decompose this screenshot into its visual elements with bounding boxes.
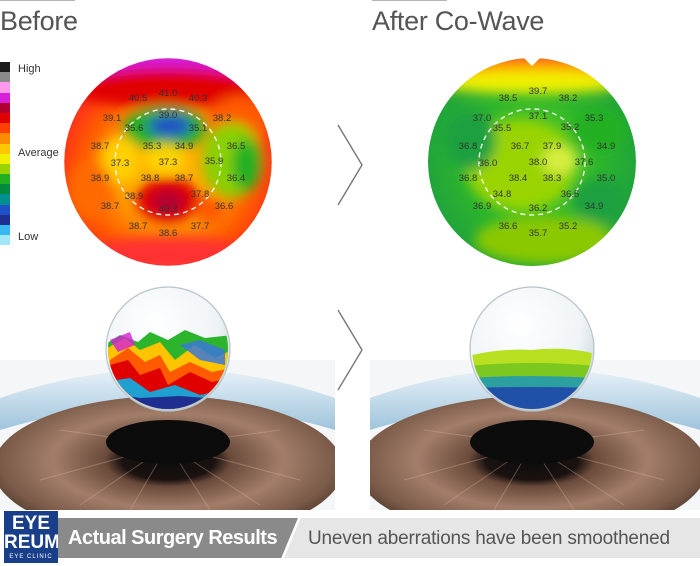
- scale-swatch: [0, 112, 10, 124]
- scale-swatch: [0, 72, 10, 83]
- before-reading: 36.6: [215, 201, 234, 212]
- chevron-right-icon: [337, 309, 363, 391]
- after-reading: 36.8: [459, 173, 478, 184]
- logo-line-1: EYE: [11, 513, 51, 534]
- after-reading: 35.3: [585, 113, 604, 124]
- before-reading: 38.7: [91, 141, 110, 152]
- after-reading: 36.6: [499, 221, 518, 232]
- illustration-canvas: 41.0 40.5 40.3 39.1 38.2 39.0 35.6 35.1 38.7 35.3…: [0, 57, 700, 510]
- after-reading: 38.3: [543, 173, 562, 184]
- scale-swatch: [0, 62, 10, 73]
- before-reading: 36.5: [227, 141, 246, 152]
- after-reading: 36.2: [529, 203, 548, 214]
- before-reading: 37.3: [111, 158, 130, 169]
- scale-label-high: High: [18, 63, 41, 75]
- scale-swatch: [0, 174, 10, 185]
- before-reading: 37.8: [191, 189, 210, 200]
- scale-label-average: Average: [18, 147, 59, 159]
- before-reading: 37.3: [159, 157, 178, 168]
- before-reading: 40.5: [129, 93, 148, 104]
- before-reading: 37.7: [191, 221, 210, 232]
- scale-swatch: [0, 214, 10, 225]
- before-reading: 35.3: [143, 141, 162, 152]
- after-heading: After Co-Wave: [372, 6, 545, 36]
- before-reading: 39.0: [159, 110, 178, 121]
- before-reading: 35.6: [125, 123, 144, 134]
- logo-line-3: EYE CLINIC: [9, 554, 53, 560]
- scale-swatch: [0, 194, 10, 205]
- after-reading: 35.5: [493, 123, 512, 134]
- before-topography-map: [64, 58, 272, 266]
- scale-swatch: [0, 92, 10, 103]
- before-reading: 40.3: [189, 93, 208, 104]
- before-reading: 38.7: [129, 221, 148, 232]
- scale-swatch: [0, 225, 10, 236]
- scale-swatch: [0, 163, 10, 175]
- after-reading: 35.2: [561, 122, 580, 133]
- before-reading: 38.7: [175, 173, 194, 184]
- before-reading: 35.9: [205, 156, 224, 167]
- before-lens-3d-aberration: [105, 286, 231, 412]
- after-lens-3d-smooth: [469, 286, 595, 412]
- scale-swatch: [0, 102, 10, 113]
- after-reading: 34.9: [597, 141, 616, 152]
- after-reading: 37.9: [543, 141, 562, 152]
- before-reading: 38.8: [141, 173, 160, 184]
- scale-swatch: [0, 153, 10, 164]
- after-reading: 38.4: [509, 173, 528, 184]
- scale-swatch: [0, 235, 10, 246]
- after-reading: 37.0: [473, 113, 492, 124]
- after-reading: 35.0: [597, 173, 616, 184]
- before-heading: Before: [0, 6, 78, 36]
- after-reading: 36.0: [479, 158, 498, 169]
- before-reading: 39.1: [103, 113, 122, 124]
- footer-banner: EYE REUM EYE CLINIC Actual Surgery Resul…: [0, 510, 700, 566]
- before-readings: 41.0 40.5 40.3 39.1 38.2 39.0 35.6 35.1 38.7 35.3…: [91, 88, 246, 239]
- scale-swatch: [0, 184, 10, 195]
- before-reading: 38.9: [91, 173, 110, 184]
- banner-caption-box: Uneven aberrations have been smoothened: [284, 518, 700, 558]
- chevron-right-icon: [337, 124, 363, 206]
- after-reading: 38.0: [529, 157, 548, 168]
- eyereum-logo: EYE REUM EYE CLINIC: [4, 511, 60, 563]
- before-reading: 36.4: [227, 173, 246, 184]
- before-reading: 38.2: [213, 113, 232, 124]
- banner-title: Actual Surgery Results: [68, 527, 278, 549]
- after-reading: 37.1: [529, 111, 548, 122]
- banner-caption: Uneven aberrations have been smoothened: [308, 528, 670, 549]
- after-reading: 35.7: [529, 228, 548, 239]
- after-reading: 36.5: [561, 189, 580, 200]
- scale-swatch: [0, 133, 10, 144]
- after-reading: 38.5: [499, 93, 518, 104]
- after-reading: 39.7: [529, 86, 548, 97]
- before-eye-illustration: [0, 360, 335, 510]
- after-reading: 36.7: [511, 141, 530, 152]
- before-reading: 38.9: [125, 191, 144, 202]
- heading-rule-after: [372, 0, 447, 1]
- before-reading: 41.0: [159, 88, 178, 99]
- before-reading: 34.9: [175, 141, 194, 152]
- before-reading: 35.1: [189, 123, 208, 134]
- after-reading: 36.8: [459, 141, 478, 152]
- scale-swatch: [0, 123, 10, 134]
- after-reading: 36.9: [473, 201, 492, 212]
- color-scale-legend: [0, 62, 10, 246]
- before-reading: 38.6: [159, 228, 178, 239]
- scale-swatch: [0, 204, 10, 215]
- scale-swatch: [0, 143, 10, 154]
- after-reading: 34.8: [493, 189, 512, 200]
- before-reading: 40.3: [159, 204, 178, 215]
- heading-rule-before: [0, 0, 75, 1]
- after-reading: 35.2: [559, 221, 578, 232]
- before-reading: 38.7: [101, 201, 120, 212]
- after-reading: 34.9: [585, 201, 604, 212]
- after-readings: 39.7 38.5 38.2 37.0 37.1 35.3 35.5 35.2 36.8 36.7…: [459, 86, 616, 239]
- after-reading: 37.6: [575, 157, 594, 168]
- scale-label-low: Low: [18, 231, 39, 243]
- banner-title-box: Actual Surgery Results: [58, 518, 298, 558]
- logo-line-2: REUM: [4, 532, 60, 553]
- scale-swatch: [0, 82, 10, 93]
- after-reading: 38.2: [559, 93, 578, 104]
